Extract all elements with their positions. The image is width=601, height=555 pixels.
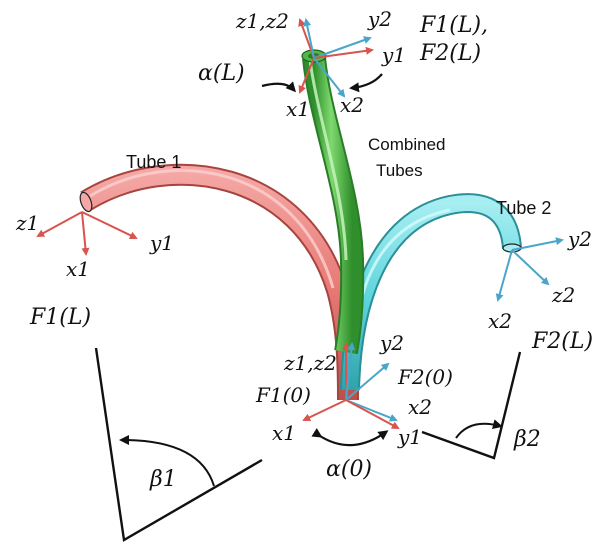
tube2-y2-label: y2 — [567, 227, 592, 251]
base-x1-label: x1 — [272, 421, 296, 445]
tip-alpha-arrows — [261, 73, 383, 93]
tip-x2-label: x2 — [340, 93, 364, 117]
text-labels: Tube 1 Tube 2 Combined Tubes F1(L), F2(L… — [15, 7, 593, 492]
base-F2-label: F2(0) — [397, 365, 453, 389]
tip-frame-label-2: F2(L) — [419, 41, 481, 66]
tube2-x2-label: x2 — [488, 309, 512, 333]
base-alpha-label: α(0) — [326, 457, 372, 482]
base-z-label: z1,z2 — [283, 351, 337, 375]
base-F1-label: F1(0) — [255, 383, 311, 407]
tip-alpha-label: α(L) — [198, 61, 245, 86]
tip-x1-label: x1 — [286, 97, 310, 121]
tube1-y1-label: y1 — [149, 231, 174, 255]
tip-frame-axes — [298, 18, 374, 98]
tube1-label: Tube 1 — [126, 152, 181, 172]
tube-2 — [340, 193, 522, 391]
tube2-end-frame-axes — [495, 237, 564, 302]
tube1-x1-label: x1 — [66, 257, 90, 281]
beta2-angle-diagram — [421, 351, 522, 460]
tip-y2-label: y2 — [367, 7, 392, 31]
beta1-label: β1 — [149, 467, 177, 492]
combined-label-line2: Tubes — [376, 161, 423, 180]
combined-label-line1: Combined — [368, 135, 446, 154]
base-y1-label: y1 — [397, 425, 422, 449]
base-frame-axes — [302, 342, 400, 429]
tube1-z1-label: z1 — [15, 211, 39, 235]
tip-frame-label-1: F1(L), — [419, 13, 488, 38]
tube2-z2-label: z2 — [551, 283, 575, 307]
base-x2-label: x2 — [408, 395, 432, 419]
tip-y1-label: y1 — [381, 43, 406, 67]
beta2-label: β2 — [513, 427, 541, 452]
beta1-angle-diagram — [94, 347, 263, 542]
tube2-frame-label: F2(L) — [531, 329, 593, 354]
combined-tubes — [301, 49, 365, 355]
tube2-label: Tube 2 — [496, 198, 551, 218]
tube1-end-frame-axes — [36, 211, 138, 256]
base-alpha-arrow — [311, 428, 389, 447]
tip-z-label: z1,z2 — [235, 9, 289, 33]
tube1-frame-label: F1(L) — [29, 305, 91, 330]
base-y2-label: y2 — [379, 331, 404, 355]
